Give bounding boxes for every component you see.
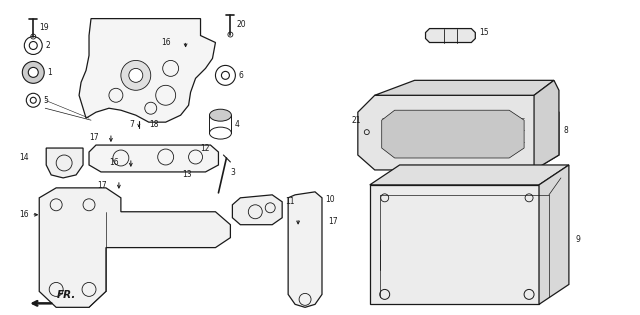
Text: 17: 17 [328,217,337,226]
Text: 8: 8 [564,126,569,135]
Text: 14: 14 [20,153,29,163]
Polygon shape [370,165,569,185]
Text: 16: 16 [20,210,29,219]
Bar [63,230,93,248]
Text: 19: 19 [39,23,49,32]
Text: 10: 10 [325,195,335,204]
Text: 13: 13 [182,170,192,180]
Polygon shape [358,95,559,170]
Polygon shape [79,19,216,122]
Text: 17: 17 [90,133,99,141]
Circle shape [129,68,143,82]
Text: 4: 4 [234,120,239,129]
Text: 20: 20 [236,20,246,29]
Polygon shape [539,165,569,304]
Text: 16: 16 [161,38,171,47]
Polygon shape [534,80,559,170]
Text: FR.: FR. [57,290,77,301]
Text: 21: 21 [351,116,361,125]
Text: 18: 18 [148,120,158,129]
Polygon shape [288,192,322,307]
Text: 12: 12 [200,144,210,152]
Text: 5: 5 [44,96,48,105]
Text: 17: 17 [97,181,107,190]
Circle shape [121,60,151,90]
Polygon shape [381,110,524,158]
Circle shape [28,67,38,77]
Text: 16: 16 [109,158,119,168]
Polygon shape [39,188,230,307]
Polygon shape [232,195,282,225]
Ellipse shape [209,109,232,121]
Polygon shape [46,148,83,178]
Text: 2: 2 [45,41,50,50]
Text: 9: 9 [576,235,580,244]
Circle shape [22,61,44,83]
Text: 1: 1 [47,68,52,77]
Polygon shape [426,29,476,43]
Text: 6: 6 [238,71,243,80]
Text: 7: 7 [129,120,134,129]
Polygon shape [370,185,539,304]
Polygon shape [89,145,218,172]
Text: 15: 15 [479,28,489,37]
Text: 3: 3 [230,169,236,177]
Bar [63,258,93,279]
Text: 11: 11 [285,197,294,206]
Polygon shape [375,80,554,95]
